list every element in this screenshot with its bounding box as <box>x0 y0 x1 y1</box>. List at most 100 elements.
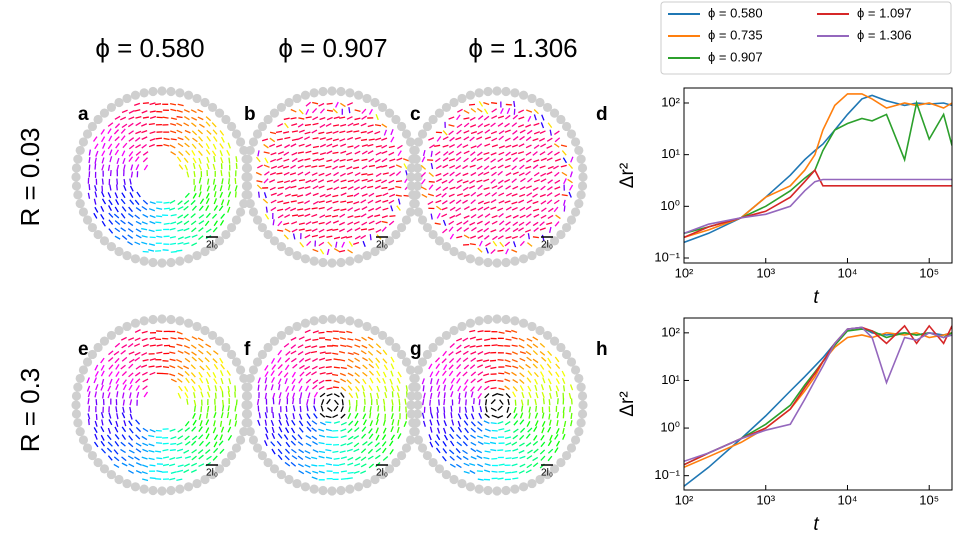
particle-arrow <box>264 384 268 391</box>
particle-arrow <box>129 392 132 399</box>
wall-particle <box>245 426 255 437</box>
wall-particle <box>570 365 581 375</box>
x-tick-label: 10³ <box>756 492 775 507</box>
particle-arrow <box>554 158 561 162</box>
wall-particle <box>99 336 110 346</box>
wall-particle <box>75 145 85 156</box>
particle-arrow <box>374 158 381 163</box>
wall-particle <box>501 314 511 325</box>
particle-arrow <box>291 157 298 163</box>
particle-arrow <box>533 114 537 121</box>
particle-arrow <box>369 412 372 419</box>
particle-arrow <box>135 151 142 156</box>
particle-arrow <box>547 186 553 191</box>
particle-arrow <box>155 221 162 224</box>
particle-arrow <box>491 185 498 189</box>
particle-arrow <box>206 135 211 142</box>
particle-arrow <box>491 144 498 148</box>
particle-arrow <box>519 135 525 141</box>
particle-arrow <box>547 448 554 454</box>
particle-arrow <box>128 420 133 427</box>
particle-arrow <box>297 136 304 141</box>
particle-arrow <box>170 436 177 440</box>
particle-arrow <box>116 413 119 420</box>
particle-arrow <box>484 450 491 453</box>
particle-arrow <box>212 178 216 185</box>
particle-arrow <box>312 152 319 155</box>
particle-arrow <box>540 214 547 219</box>
wall-particle <box>457 93 467 104</box>
particle-arrow <box>340 150 347 154</box>
wall-particle <box>406 400 416 410</box>
particle-arrow <box>498 135 504 141</box>
particle-arrow <box>464 379 469 385</box>
particle-arrow <box>448 358 455 364</box>
particle-arrow <box>101 419 104 426</box>
particle-arrow <box>284 461 291 467</box>
particle-arrow <box>540 143 547 148</box>
particle-arrow <box>526 377 532 383</box>
particle-arrow <box>477 171 484 177</box>
particle-arrow <box>212 163 216 170</box>
particle-arrow <box>283 434 289 440</box>
particle-arrow <box>107 441 113 447</box>
particle-arrow <box>204 357 210 363</box>
particle-arrow <box>555 385 560 392</box>
particle-arrow <box>354 344 361 348</box>
particle-arrow <box>483 151 490 156</box>
particle-arrow <box>374 454 381 460</box>
wall-particle <box>406 409 417 419</box>
particle-arrow <box>114 123 121 129</box>
particle-arrow <box>389 193 396 198</box>
particle-arrow <box>498 192 505 197</box>
particle-arrow <box>205 149 211 155</box>
particle-arrow <box>353 435 360 440</box>
wall-particle <box>336 485 346 496</box>
particle-arrow <box>362 371 368 377</box>
wall-particle <box>434 236 445 246</box>
particle-arrow <box>513 428 519 433</box>
particle-arrow <box>227 385 230 393</box>
particle-arrow <box>340 435 347 439</box>
particle-arrow <box>470 124 477 128</box>
particle-arrow <box>540 157 547 162</box>
particle-arrow <box>421 378 425 385</box>
particle-arrow <box>396 180 403 183</box>
particle-arrow <box>311 435 318 440</box>
wall-particle <box>252 129 263 139</box>
particle-arrow <box>505 442 512 446</box>
particle-arrow <box>190 372 196 378</box>
wall-particle <box>239 198 249 209</box>
particle-arrow <box>183 115 190 121</box>
particle-arrow <box>277 433 283 439</box>
particle-arrow <box>527 233 530 240</box>
particle-arrow <box>114 440 120 447</box>
particle-arrow <box>388 151 395 156</box>
particle-arrow <box>170 471 177 474</box>
wall-particle <box>327 258 337 268</box>
particle-arrow <box>325 456 333 460</box>
particle-arrow <box>121 235 128 240</box>
wall-particle <box>570 207 581 217</box>
particle-arrow <box>375 199 382 204</box>
wall-particle <box>501 485 511 496</box>
particle-arrow <box>332 108 338 114</box>
particle-arrow <box>115 383 119 391</box>
wall-particle <box>556 457 566 468</box>
particle-arrow <box>527 385 532 392</box>
particle-arrow <box>197 129 203 135</box>
wall-particle <box>391 457 401 468</box>
wall-particle <box>406 391 417 401</box>
y-tick-label: 10¹ <box>661 146 680 161</box>
wall-particle <box>428 457 438 468</box>
particle-arrow <box>284 413 289 420</box>
particle-arrow <box>263 151 270 154</box>
particle-arrow <box>206 405 210 413</box>
particle-arrow <box>512 214 519 219</box>
particle-arrow <box>526 337 533 342</box>
particle-arrow <box>347 102 354 106</box>
particle-arrow <box>170 337 177 340</box>
wall-particle <box>535 97 545 108</box>
particle-arrow <box>149 130 156 135</box>
particle-arrow <box>115 420 119 427</box>
